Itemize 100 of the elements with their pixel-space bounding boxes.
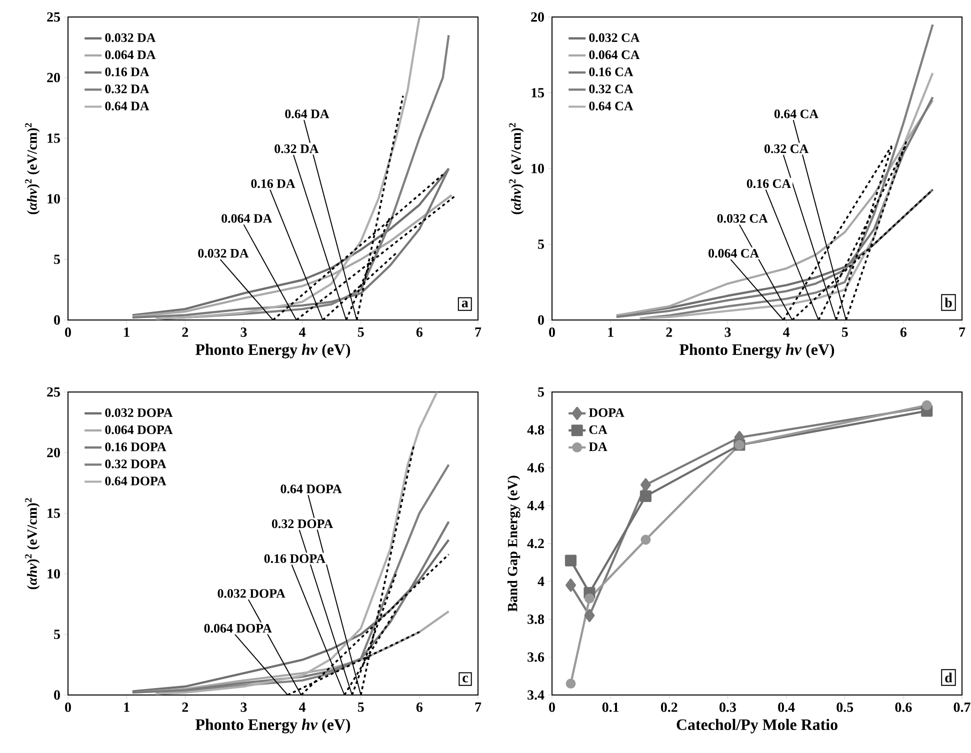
x-tick-label: 1 [124, 328, 130, 337]
legend-label: 0.064 DOPA [105, 425, 173, 434]
legend-label: 0.16 DOPA [105, 442, 166, 452]
annotation: 0.64 DOPA [280, 484, 342, 494]
y-tick-label: 5 [54, 630, 60, 640]
x-tick-label: 3 [240, 702, 247, 712]
x-tick-label: 0 [549, 702, 555, 712]
y-axis-title: (αhv)$^{2}$ (eV/cm)$^{2}$ [25, 123, 40, 214]
y-tick-label: 5 [538, 240, 544, 249]
annotation: a [462, 300, 468, 308]
x-tick-label: 3 [240, 328, 247, 337]
legend-label: 0.32 DOPA [105, 460, 166, 468]
x-tick-label: 5 [842, 328, 848, 337]
x-tick-label: 0 [65, 702, 71, 712]
x-tick-label: 7 [475, 702, 482, 712]
x-tick-label: 7 [475, 328, 482, 337]
y-tick-label: 15 [48, 508, 60, 518]
legend-label: 0.64 DA [105, 102, 150, 110]
annotation: 0.064 CA [708, 248, 760, 258]
y-tick-label: 10 [48, 194, 60, 204]
x-tick-label: 4 [782, 328, 790, 337]
legend-label: 0.64 CA [589, 102, 634, 110]
x-tick-label: 2 [666, 328, 672, 337]
y-tick-label: 4 [538, 576, 544, 586]
y-axis-title: (αhv)$^{2}$ (eV/cm)$^{2}$ [25, 498, 40, 590]
annotation: 0.16 DOPA [264, 554, 326, 564]
x-tick-label: 6 [900, 328, 907, 337]
x-tick-label: 0.1 [602, 702, 619, 712]
y-tick-label: 3.4 [528, 690, 544, 700]
annotation: 0.64 DA [285, 110, 330, 118]
x-tick-label: 0.4 [778, 702, 795, 712]
x-tick-label: 5 [358, 702, 364, 712]
annotation: 0.32 CA [764, 144, 809, 154]
y-tick-label: 15 [532, 88, 544, 98]
annotation: 0.32 DOPA [272, 519, 334, 528]
y-tick-label: 10 [48, 569, 60, 579]
annotation: 0.16 CA [746, 179, 791, 188]
x-tick-label: 0 [549, 328, 555, 337]
annotation: d [945, 672, 952, 682]
x-tick-label: 3 [724, 328, 731, 337]
x-tick-label: 0 [65, 328, 71, 337]
x-tick-label: 0.3 [720, 702, 736, 712]
annotation: 0.64 CA [774, 110, 818, 118]
x-axis-title: Phonto Energy hv (eV) [680, 344, 834, 358]
y-tick-label: 5 [538, 387, 544, 397]
x-tick-label: 1 [124, 702, 130, 712]
x-tick-label: 0.5 [836, 702, 854, 712]
legend-label: 0.032 DA [105, 33, 156, 42]
legend-label: 0.64 DOPA [105, 476, 166, 486]
x-axis-title: Phonto Energy hv (eV) [195, 718, 350, 734]
x-tick-label: 0.7 [954, 702, 970, 712]
legend-label: 0.32 CA [589, 84, 634, 94]
x-tick-label: 6 [416, 328, 423, 337]
annotation: 0.032 DA [198, 248, 249, 258]
annotation: 0.032 DOPA [218, 589, 286, 598]
annotation: c [462, 676, 468, 682]
legend-label: DOPA [588, 408, 624, 418]
y-tick-label: 0 [54, 690, 60, 700]
x-tick-label: 6 [416, 702, 423, 712]
y-tick-label: 4.4 [527, 500, 544, 510]
y-tick-label: 4.6 [527, 463, 544, 472]
x-tick-label: 0.2 [660, 702, 678, 712]
y-tick-label: 3.6 [528, 652, 544, 662]
legend-label: CA [589, 425, 608, 434]
legend-label: 0.16 DA [105, 67, 150, 76]
legend-label: 0.32 DA [105, 84, 150, 94]
legend-label: 0.032 CA [589, 33, 640, 42]
y-tick-label: 25 [47, 12, 60, 22]
x-tick-label: 4 [298, 702, 306, 712]
y-tick-label: 3.8 [528, 614, 544, 624]
x-tick-label: 4 [298, 328, 306, 337]
x-tick-label: 0.6 [895, 702, 912, 712]
x-tick-label: 1 [608, 328, 614, 337]
x-axis-title: Phonto Energy hv (eV) [195, 344, 350, 358]
y-tick-label: 4.8 [527, 425, 544, 435]
legend-label: 0.032 DOPA [105, 408, 173, 418]
y-tick-label: 0 [538, 315, 544, 325]
annotation: 0.16 DA [251, 179, 296, 188]
y-tick-label: 20 [47, 72, 60, 82]
y-tick-label: 5 [54, 254, 60, 264]
y-tick-label: 4.2 [527, 538, 544, 548]
annotation: b [944, 298, 952, 308]
y-tick-label: 15 [48, 134, 60, 143]
x-tick-label: 2 [182, 328, 188, 337]
annotation: 0.32 DA [274, 144, 319, 154]
y-tick-label: 20 [531, 12, 544, 22]
y-axis-title: (αhv)$^{2}$ (eV/cm)$^{2}$ [509, 123, 524, 214]
legend-label: 0.064 CA [589, 50, 640, 60]
annotation: 0.064 DOPA [204, 624, 272, 633]
annotation: 0.064 DA [222, 214, 272, 223]
y-tick-label: 0 [54, 315, 60, 325]
x-tick-label: 7 [959, 328, 966, 337]
y-tick-label: 25 [47, 387, 60, 397]
x-axis-title: Catechol/Py Mole Ratio [676, 718, 838, 734]
x-tick-label: 5 [358, 328, 364, 337]
x-tick-label: 2 [182, 702, 188, 712]
legend-label: 0.064 DA [105, 50, 156, 60]
annotation: 0.032 CA [717, 214, 768, 223]
y-tick-label: 10 [532, 164, 544, 174]
y-tick-label: 20 [47, 448, 60, 458]
